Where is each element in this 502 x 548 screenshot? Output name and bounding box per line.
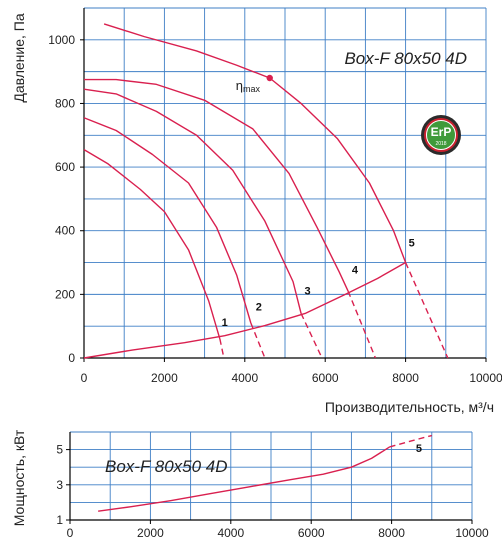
series-label-2: 2 [256,301,262,313]
x-tick-label: 6000 [312,371,339,385]
series-line-3 [83,88,302,314]
power-series [98,434,432,512]
erp-badge-main-text: ErP [431,125,452,139]
pressure-y-axis-label: Давление, Па [11,13,27,103]
series-label-5: 5 [416,443,422,455]
power-y-axis-label: Мощность, кВт [11,429,27,526]
y-tick-label: 800 [55,96,75,110]
x-tick-label: 0 [67,526,74,540]
series-dashed-4 [347,290,377,359]
x-tick-label: 2000 [151,371,178,385]
eta-max-label: ηmax [236,78,261,94]
erp-badge-inner [426,120,456,150]
power-x-tick-labels: 0 2000 4000 6000 8000 10000 [67,526,489,540]
x-tick-label: 8000 [378,526,405,540]
series-label-3: 3 [304,285,310,297]
y-tick-label: 1000 [48,33,75,47]
x-tick-label: 0 [81,371,88,385]
y-tick-label: 5 [56,443,63,457]
series-label-1: 1 [222,317,228,329]
power-chart: 0 2000 4000 6000 8000 10000 1 3 5 5 Box-F 80x50… [11,429,489,540]
series-dashed-3 [300,313,323,359]
pressure-y-tick-labels: 0 200 400 600 800 1000 [48,33,75,365]
x-tick-label: 8000 [392,371,419,385]
power-y-tick-labels: 1 3 5 [56,443,63,527]
power-chart-title: Box-F 80x50 4D [105,457,228,476]
series-line-5 [103,23,407,263]
series-label-5: 5 [409,238,415,250]
series-line-1 [83,148,221,340]
y-tick-label: 400 [55,224,75,238]
series-dashed-1 [219,338,225,359]
pressure-x-axis-label: Производительность, м³/ч [325,399,494,415]
series-dashed-5 [404,262,449,359]
pressure-curve-labels: 1 2 3 4 5 [222,238,415,330]
power-curve-labels: 5 [416,443,422,455]
series-line-5 [98,446,390,512]
series-line-2 [83,117,252,324]
y-tick-label: 200 [55,287,75,301]
pressure-x-tick-labels: 0 2000 4000 6000 8000 10000 [81,371,502,385]
eta-max-point [266,74,273,82]
x-tick-label: 6000 [298,526,325,540]
y-tick-label: 3 [56,478,63,492]
x-tick-label: 4000 [231,371,258,385]
pressure-chart: 0 2000 4000 6000 8000 10000 0 200 400 600 800 1000… [11,7,502,415]
eta-max-annotation: ηmax [236,74,273,94]
y-tick-label: 1 [56,513,63,527]
pressure-series [83,23,449,359]
x-tick-label: 4000 [217,526,244,540]
erp-badge-year-text: 2018 [435,141,446,147]
series-dashed-5 [389,434,432,448]
x-tick-label: 2000 [137,526,164,540]
series-label-4: 4 [352,265,359,277]
x-tick-label: 10000 [455,526,489,540]
power-axes [66,432,473,524]
pressure-axes [80,8,487,362]
y-tick-label: 600 [55,160,75,174]
series-line-4 [84,78,349,292]
series-dashed-2 [250,322,266,359]
x-tick-label: 10000 [469,371,502,385]
erp-badge: ErP 2018 [421,115,461,155]
series-line-system [83,261,406,359]
pressure-chart-title: Box-F 80x50 4D [344,49,467,68]
y-tick-label: 0 [68,351,75,365]
